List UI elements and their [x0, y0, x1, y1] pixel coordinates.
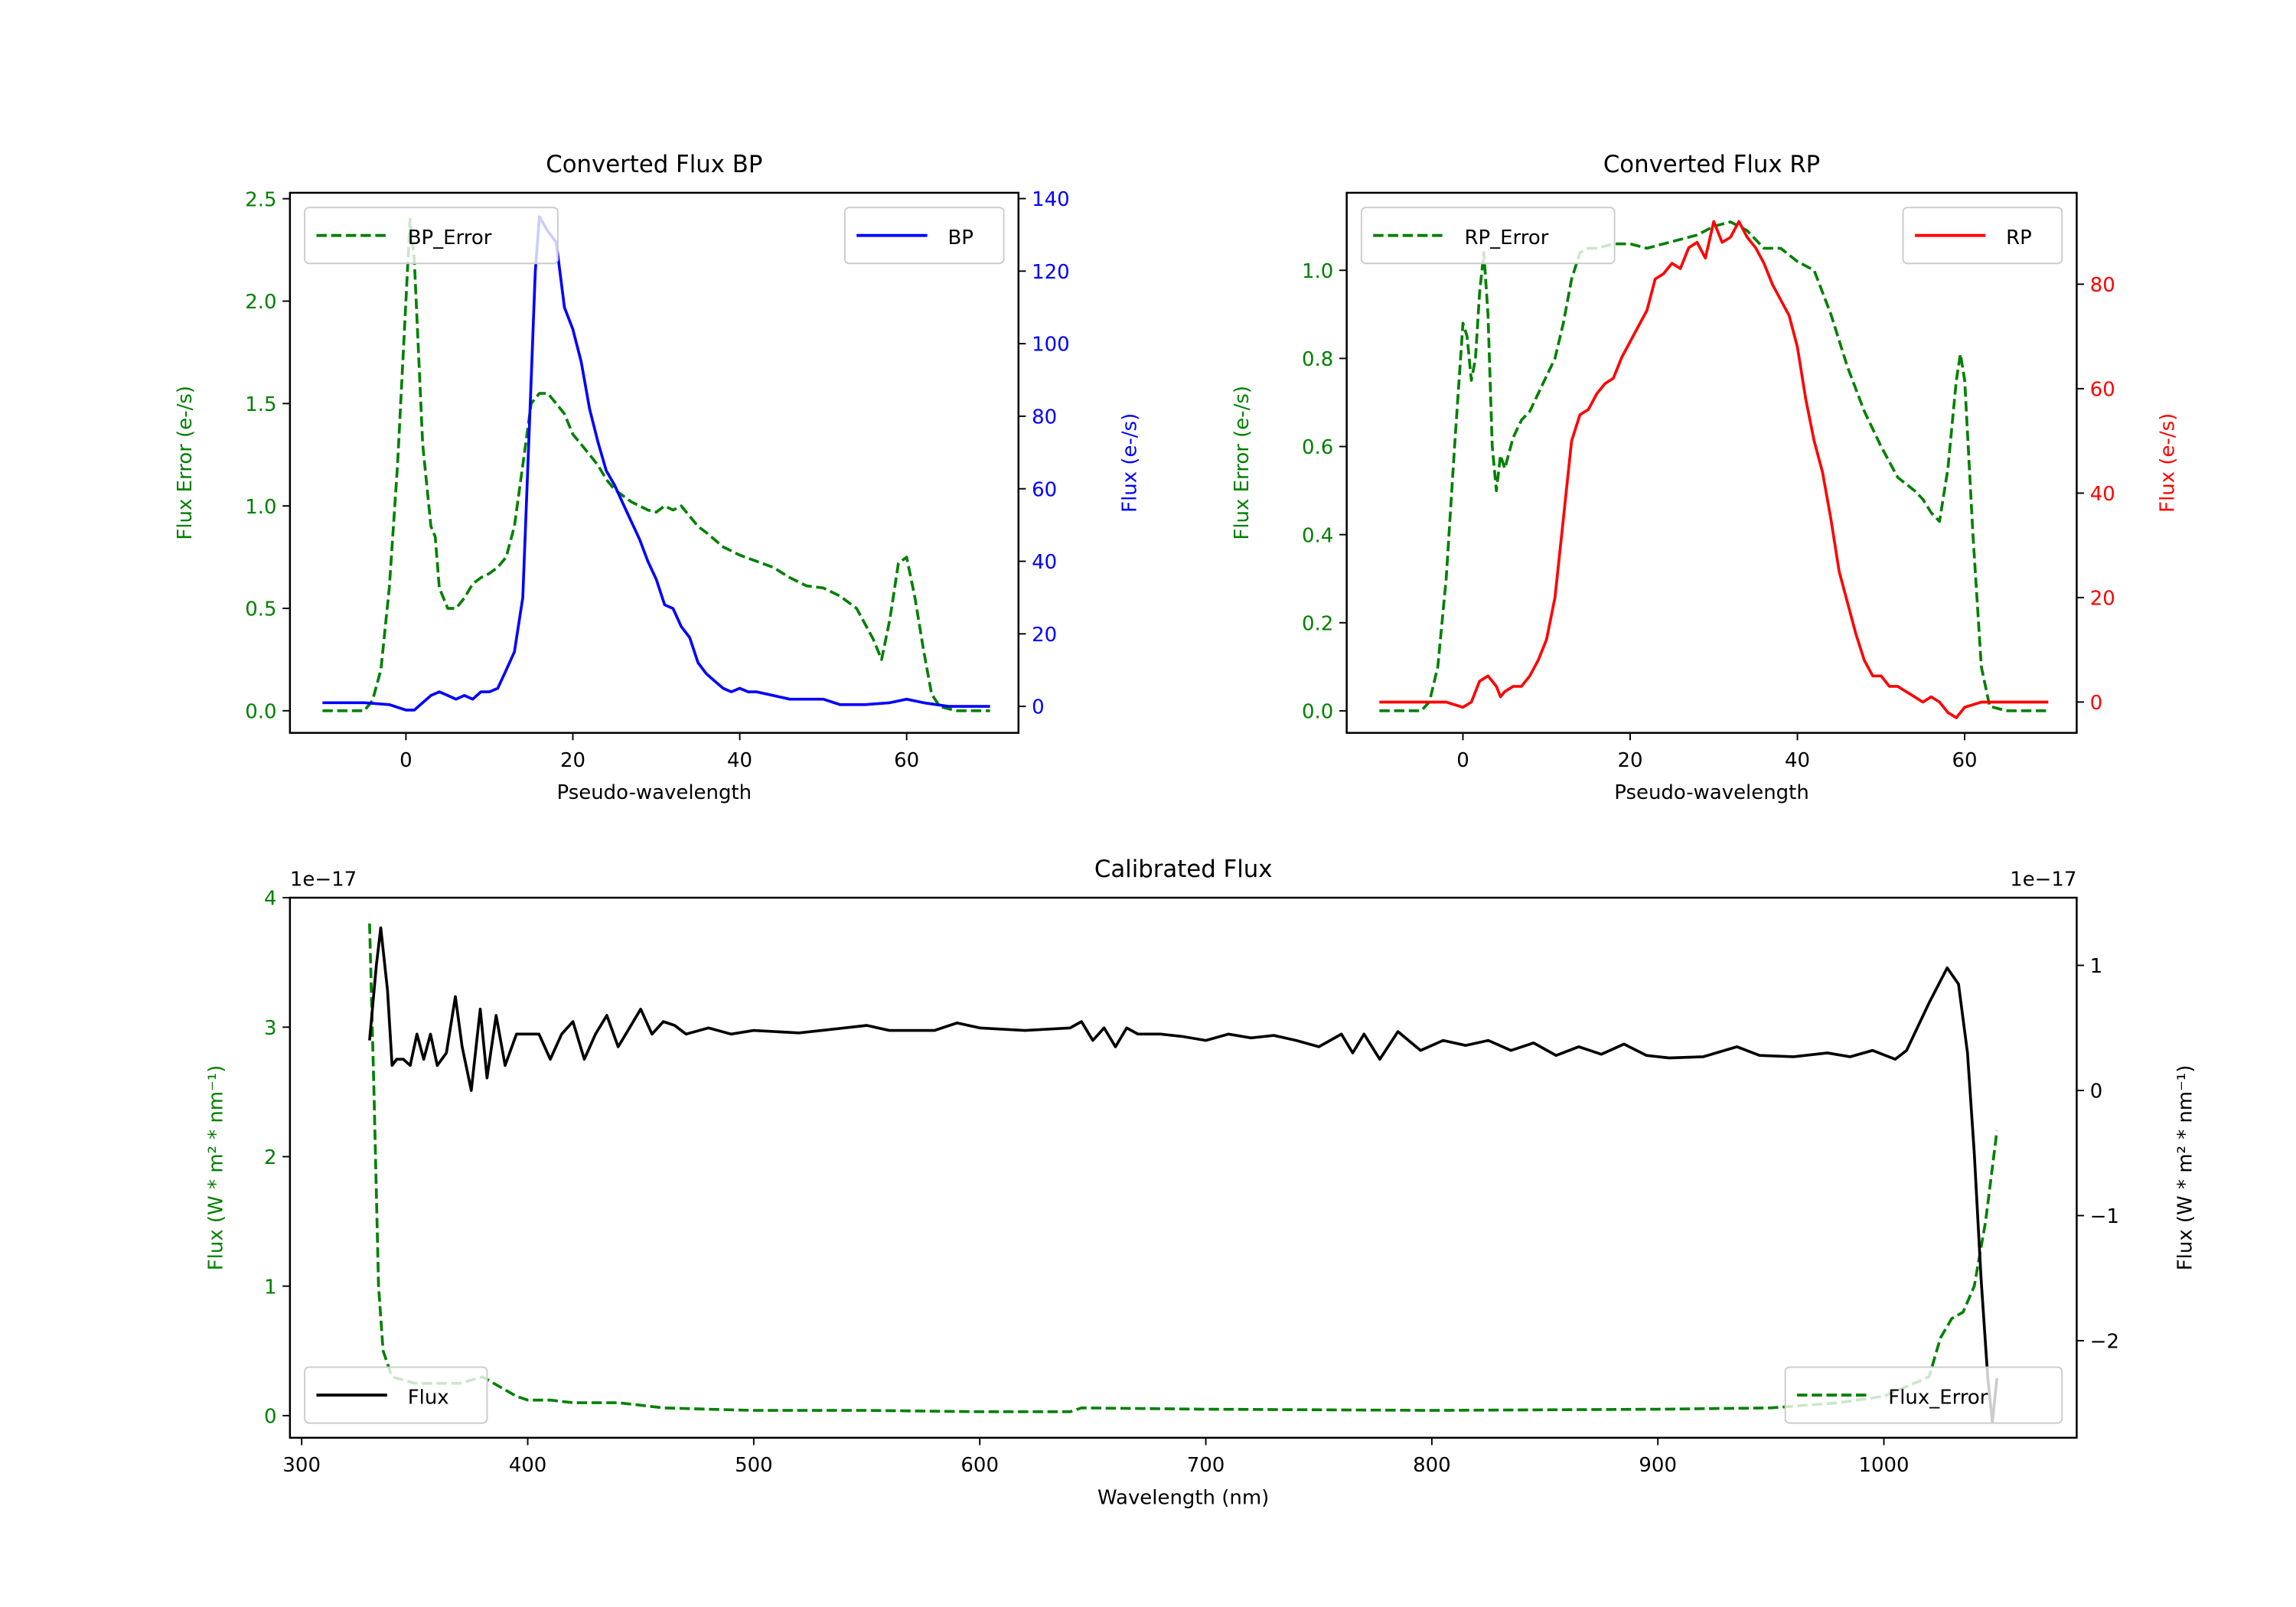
calibrated-panel: 300 400 500 600 700 800 900 1000 0 1 2 3 4 −2 −1 0 1 Cali…: [204, 856, 2197, 1509]
y-left-tick-label: 1: [264, 1276, 277, 1299]
series-rp-line: [1379, 220, 2049, 719]
y-left-tick-label: 0.2: [1302, 612, 1333, 635]
x-tick-label: 300: [282, 1454, 321, 1477]
legend-right: BP: [843, 207, 1005, 265]
legend-label: Flux_Error: [1888, 1387, 1988, 1410]
x-tick-label: 0: [400, 749, 413, 772]
legend-left: BP_Error: [304, 207, 559, 265]
y-right-offset-label: 1e−17: [2010, 869, 2076, 892]
y-left-tick-label: 0.6: [1302, 436, 1333, 459]
axes-frame: [289, 191, 1020, 734]
legend-box: [1360, 207, 1616, 265]
series-flux-line: [368, 926, 1999, 1424]
y-right-tick-label: 20: [1032, 624, 1057, 647]
y-right-tick-label: 40: [2090, 483, 2115, 506]
x-tick-label: 20: [1617, 749, 1642, 772]
y-right-tick-label: 40: [1032, 551, 1057, 574]
x-tick-label: 1000: [1859, 1454, 1910, 1477]
y-left-tick-label: 2.0: [245, 291, 276, 314]
y-left-tick-label: 0.0: [245, 700, 276, 723]
y-right-tick-label: 0: [2090, 692, 2103, 715]
y-right-tick-label: 140: [1032, 188, 1070, 211]
y-right-tick-label: 60: [1032, 478, 1057, 501]
y-left-tick-label: 0: [264, 1406, 277, 1429]
y-right-tick-label: −1: [2090, 1205, 2119, 1228]
x-tick-label: 20: [560, 749, 585, 772]
legend-label: Flux: [408, 1387, 449, 1410]
legend-box: [304, 207, 559, 265]
y-left-tick-label: 0.5: [245, 598, 276, 621]
legend-label: BP: [947, 227, 973, 249]
legend-right: RP: [1902, 207, 2063, 265]
series-bp-error-line: [322, 217, 990, 712]
y-right-axis-label: Flux (W * m² * nm⁻¹): [2174, 1065, 2197, 1271]
x-tick-label: 0: [1456, 749, 1469, 772]
chart-title: Converted Flux RP: [1603, 151, 1820, 178]
y-right-tick-label: −2: [2090, 1331, 2119, 1354]
y-right-tick-label: 0: [2090, 1081, 2103, 1103]
y-left-tick-label: 2.5: [245, 188, 276, 211]
legend-left: Flux: [304, 1366, 488, 1424]
axes-frame: [1345, 191, 2078, 734]
y-left-tick-label: 2: [264, 1146, 277, 1169]
x-tick-label: 40: [727, 749, 752, 772]
legend-box: [304, 1366, 488, 1424]
y-left-axis-label: Flux (W * m² * nm⁻¹): [204, 1065, 227, 1271]
y-right-tick-label: 20: [2090, 588, 2115, 611]
legend-box: [1784, 1366, 2063, 1424]
x-tick-label: 800: [1413, 1454, 1451, 1477]
bp-panel: 0 20 40 60 0.0 0.5 1.0 1.5 2.0 2.5 0 20 40 60 80 100 120…: [174, 151, 1142, 804]
y-right-tick-label: 100: [1032, 334, 1070, 357]
y-right-axis-label: Flux (e-/s): [2156, 413, 2179, 513]
legend-label: BP_Error: [408, 227, 492, 249]
y-left-tick-label: 1.0: [1302, 260, 1333, 283]
legend-label: RP: [2006, 227, 2032, 249]
x-tick-label: 700: [1187, 1454, 1225, 1477]
axes-frame: [289, 896, 2078, 1439]
y-left-tick-label: 3: [264, 1017, 277, 1040]
legend-label: RP_Error: [1464, 227, 1548, 249]
y-left-tick-label: 0.8: [1302, 348, 1333, 371]
y-right-tick-label: 80: [2090, 274, 2115, 297]
y-right-tick-label: 0: [1032, 696, 1045, 719]
y-right-axis-label: Flux (e-/s): [1119, 413, 1142, 513]
y-left-tick-label: 0.4: [1302, 524, 1333, 547]
y-left-tick-label: 0.0: [1302, 701, 1333, 724]
x-tick-label: 60: [894, 749, 919, 772]
y-left-offset-label: 1e−17: [290, 869, 357, 892]
chart-title: Converted Flux BP: [546, 151, 762, 178]
y-right-tick-label: 1: [2090, 955, 2103, 978]
x-axis-label: Wavelength (nm): [1097, 1486, 1269, 1509]
y-right-tick-label: 60: [2090, 378, 2115, 401]
y-left-tick-label: 1.0: [245, 496, 276, 519]
x-tick-label: 60: [1952, 749, 1978, 772]
legend-right: Flux_Error: [1784, 1366, 2063, 1424]
x-axis-label: Pseudo-wavelength: [557, 781, 752, 804]
x-tick-label: 500: [735, 1454, 773, 1477]
y-left-axis-label: Flux Error (e-/s): [174, 386, 197, 540]
y-right-tick-label: 80: [1032, 406, 1057, 429]
legend-left: RP_Error: [1360, 207, 1616, 265]
series-bp-line: [322, 215, 990, 712]
x-tick-label: 600: [960, 1454, 999, 1477]
x-tick-label: 900: [1639, 1454, 1677, 1477]
x-axis-label: Pseudo-wavelength: [1614, 781, 1809, 804]
y-left-tick-label: 1.5: [245, 393, 276, 416]
chart-title: Calibrated Flux: [1094, 856, 1273, 883]
y-right-tick-label: 120: [1032, 261, 1070, 284]
y-left-axis-label: Flux Error (e-/s): [1231, 386, 1254, 540]
y-left-tick-label: 4: [264, 888, 277, 911]
x-tick-label: 400: [509, 1454, 547, 1477]
rp-panel: 0 20 40 60 0.0 0.2 0.4 0.6 0.8 1.0 0 20 40 60 80 Conver…: [1231, 151, 2180, 804]
x-tick-label: 40: [1785, 749, 1810, 772]
